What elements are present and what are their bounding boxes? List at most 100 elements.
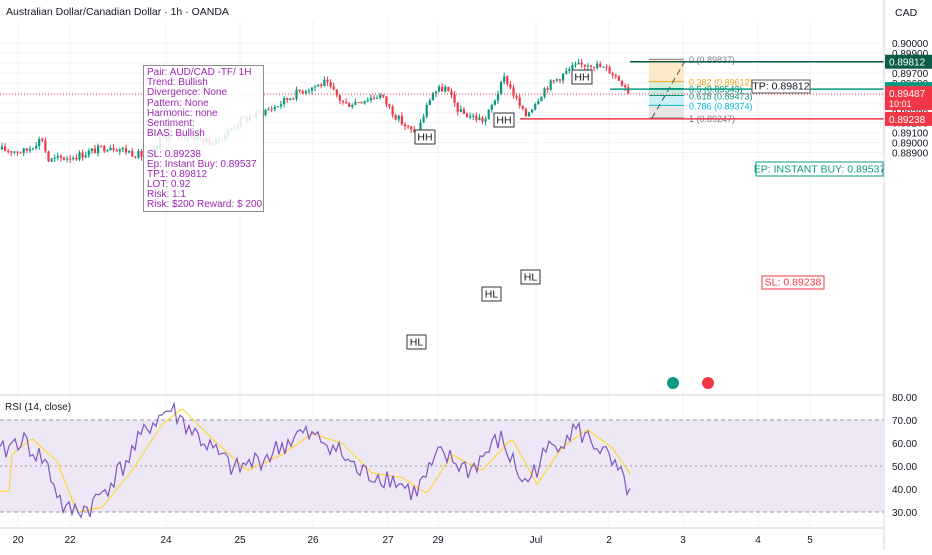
- candle-body: [81, 152, 84, 158]
- candle-body: [121, 148, 124, 150]
- candle-body: [323, 79, 326, 86]
- candle-body: [431, 93, 434, 101]
- trade-info-box[interactable]: Pair: AUD/CAD -TF/ 1H Trend: Bullish Diver…: [143, 65, 264, 212]
- candle-body: [109, 147, 112, 151]
- candle-body: [397, 115, 400, 120]
- candle-body: [115, 149, 118, 152]
- candle-body: [267, 109, 270, 111]
- sl-label-text: SL: 0.89238: [765, 277, 822, 289]
- candle-body: [304, 91, 307, 94]
- time-tick-label: 4: [755, 535, 761, 546]
- candle-body: [19, 152, 22, 154]
- candle-body: [599, 63, 602, 68]
- candle-body: [376, 97, 379, 99]
- time-tick-label: 3: [680, 535, 686, 546]
- candle-body: [10, 151, 13, 153]
- candle-body: [314, 86, 317, 88]
- candle-body: [605, 66, 608, 68]
- price-tick-label: 0.89700: [892, 69, 929, 80]
- candle-body: [276, 106, 279, 108]
- candle-body: [537, 101, 540, 105]
- candle-body: [317, 84, 320, 87]
- candle-body: [456, 102, 459, 112]
- candle-body: [478, 117, 481, 120]
- info-box-line: [147, 139, 263, 149]
- ep-label-text: EP: INSTANT BUY: 0.89537: [754, 164, 886, 176]
- candle-body: [422, 116, 425, 123]
- candle-body: [31, 148, 35, 150]
- candle-body: [441, 86, 444, 92]
- event-flag-icon: [702, 377, 714, 389]
- candle-body: [407, 126, 410, 128]
- candle-body: [22, 148, 25, 153]
- candle-body: [450, 91, 453, 95]
- candle-body: [531, 109, 534, 113]
- candle-body: [596, 63, 599, 68]
- info-box-line: Ep: Instant Buy: 0.89537: [147, 158, 257, 170]
- fib-level-label: 0.382 (0.89612): [689, 78, 753, 88]
- time-tick-label: 26: [307, 535, 319, 546]
- candle-body: [521, 105, 524, 109]
- candle-body: [351, 105, 354, 107]
- candle-body: [394, 115, 397, 120]
- candle-body: [7, 150, 10, 152]
- candle-body: [574, 64, 577, 66]
- candle-body: [93, 148, 97, 154]
- price-tick-label: 0.89900: [892, 49, 929, 60]
- candle-body: [369, 97, 372, 101]
- info-box-line: TP1: 0.89812: [147, 168, 208, 180]
- candle-body: [273, 107, 276, 110]
- fib-level-label: 0.786 (0.89374): [689, 101, 753, 111]
- sl-label-box: [761, 275, 825, 290]
- candle-body: [124, 148, 128, 153]
- candle-body: [283, 97, 286, 105]
- candle-body: [379, 94, 382, 98]
- candle-body: [469, 116, 472, 118]
- candle-body: [608, 67, 611, 74]
- info-box-line: Risk: 1:1: [147, 189, 186, 201]
- candle-body: [496, 94, 500, 101]
- fib-level-label: 0.618 (0.89473): [689, 91, 753, 101]
- fib-zone: [649, 105, 684, 118]
- candle-body: [310, 87, 314, 91]
- candle-body: [84, 155, 87, 158]
- candle-body: [552, 80, 555, 82]
- candle-body: [112, 147, 115, 150]
- candle-body: [90, 148, 93, 151]
- candle-body: [524, 108, 527, 117]
- candle-body: [13, 151, 16, 153]
- candle-body: [47, 151, 50, 162]
- candle-body: [50, 158, 53, 162]
- candle-body: [137, 150, 140, 158]
- candle-body: [617, 76, 620, 81]
- candle-body: [335, 89, 338, 96]
- event-flag-icon: [667, 377, 679, 389]
- candle-body: [140, 150, 143, 158]
- chart-title: Australian Dollar/Canadian Dollar · 1h ·…: [6, 6, 229, 18]
- candle-body: [549, 80, 552, 90]
- candle-body: [385, 96, 388, 105]
- candle-body: [546, 88, 549, 90]
- candle-body: [103, 145, 106, 152]
- candle-body: [372, 97, 376, 99]
- candle-body: [289, 98, 292, 100]
- info-box-line: Harmonic: none: [147, 107, 218, 119]
- candle-body: [425, 105, 428, 117]
- candle-body: [326, 79, 329, 82]
- candle-body: [298, 89, 301, 92]
- candle-body: [363, 100, 366, 104]
- candle-body: [66, 158, 69, 160]
- rsi-tick-label: 70.00: [892, 416, 917, 427]
- candle-body: [428, 100, 431, 106]
- info-box-line: Trend: Bullish: [147, 77, 208, 89]
- candle-body: [509, 84, 512, 88]
- candle-body: [56, 155, 59, 158]
- candle-body: [515, 95, 518, 98]
- candle-body: [453, 94, 456, 103]
- candle-body: [568, 69, 571, 71]
- candle-body: [292, 98, 295, 100]
- candle-body: [4, 146, 7, 151]
- candle-body: [295, 89, 298, 99]
- tp-price-badge-bg: [885, 54, 932, 69]
